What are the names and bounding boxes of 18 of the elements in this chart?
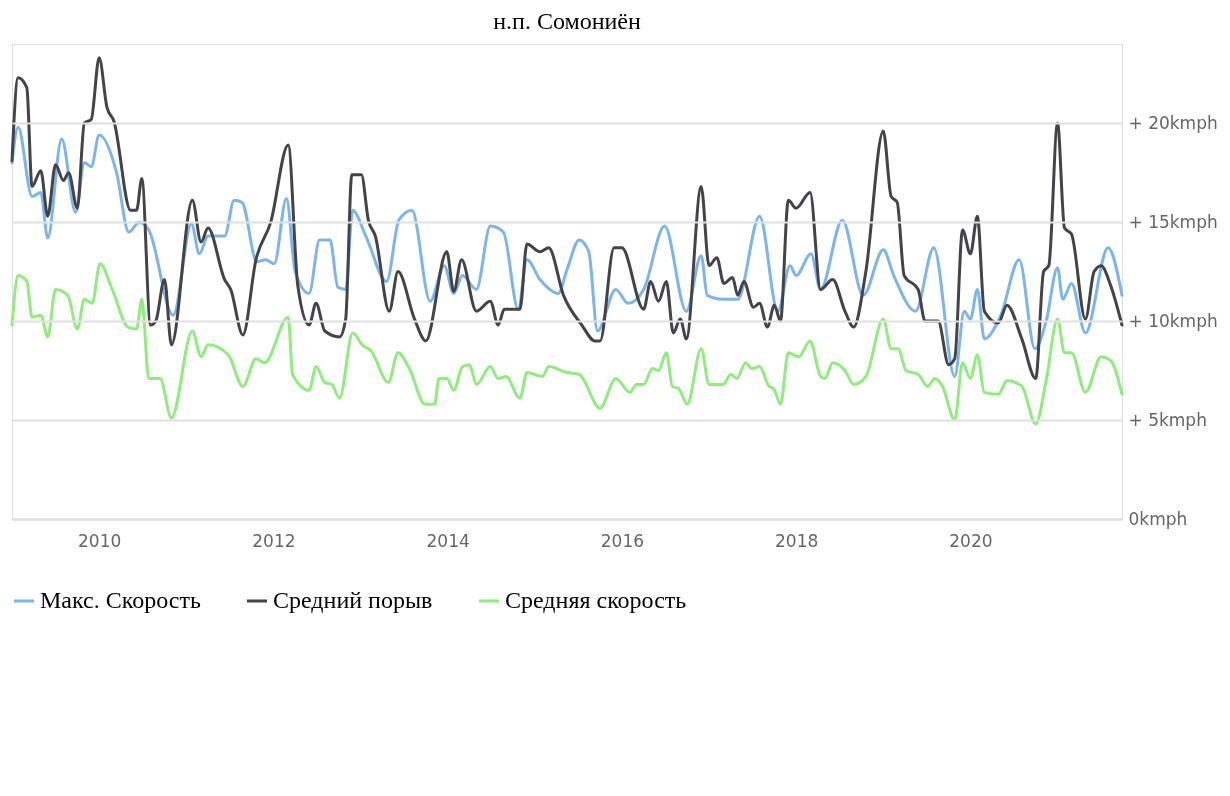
line-series — [10, 262, 1124, 426]
legend-label: Средний порыв — [273, 587, 433, 613]
x-tick-label: 2010 — [77, 530, 122, 551]
y-tick-label: + 10kmph — [1128, 310, 1218, 331]
chart-title: н.п. Сомониён — [493, 8, 641, 34]
legend-label: Средняя скорость — [505, 587, 687, 613]
y-tick-label: + 20kmph — [1128, 112, 1218, 133]
y-tick-label: + 15kmph — [1128, 211, 1218, 232]
line-series — [10, 56, 1124, 380]
x-tick-label: 2020 — [949, 530, 993, 551]
line-series — [10, 125, 1124, 378]
x-tick-label: 2014 — [426, 530, 470, 551]
legend-label: Макс. Скорость — [40, 587, 201, 613]
y-tick-label: + 5kmph — [1128, 409, 1207, 430]
x-tick-label: 2012 — [252, 530, 296, 551]
y-tick-label: 0kmph — [1128, 508, 1188, 529]
x-tick-label: 2018 — [775, 530, 819, 551]
x-tick-label: 2016 — [600, 530, 645, 551]
